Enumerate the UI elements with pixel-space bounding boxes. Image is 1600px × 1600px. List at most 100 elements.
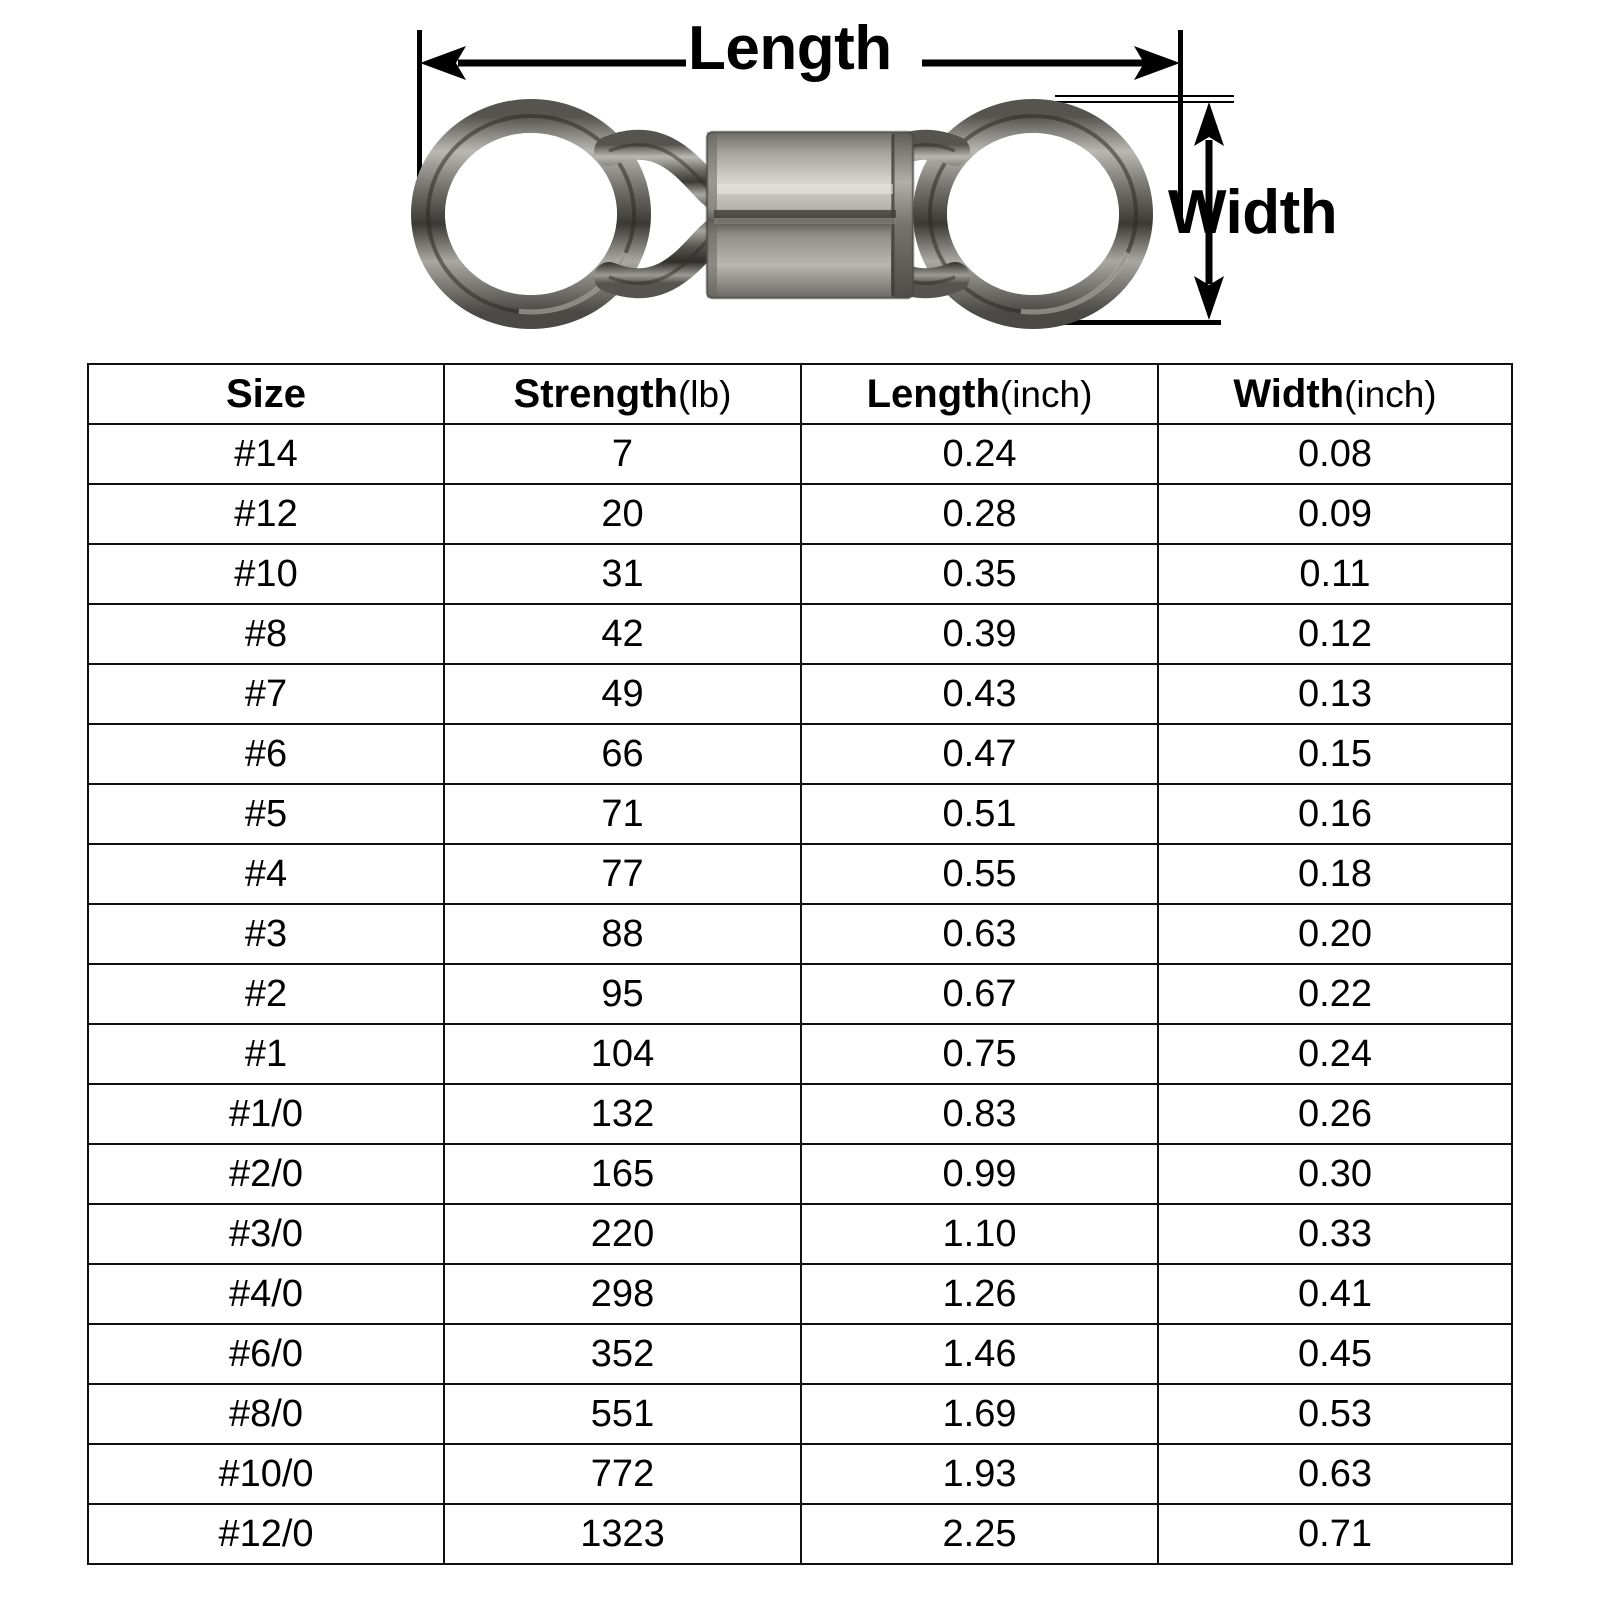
cell-strength: 71 — [443, 783, 802, 845]
length-label: Length — [688, 14, 892, 83]
cell-strength: 77 — [443, 843, 802, 905]
table-row: #4 77 0.55 0.18 — [87, 843, 1513, 905]
cell-size: #10 — [87, 543, 445, 605]
cell-size: #4/0 — [87, 1263, 445, 1325]
cell-strength: 95 — [443, 963, 802, 1025]
length-extension-line-left — [417, 30, 422, 216]
cell-size: #1/0 — [87, 1083, 445, 1145]
cell-length: 0.99 — [800, 1143, 1159, 1205]
width-label: Width — [1168, 178, 1338, 247]
cell-width: 0.15 — [1157, 723, 1513, 785]
cell-strength: 1323 — [443, 1503, 802, 1565]
cell-width: 0.13 — [1157, 663, 1513, 725]
cell-strength: 7 — [443, 423, 802, 485]
cell-length: 0.83 — [800, 1083, 1159, 1145]
length-dimension-arrow — [420, 46, 1180, 80]
cell-length: 0.43 — [800, 663, 1159, 725]
cell-width: 0.11 — [1157, 543, 1513, 605]
fishing-swivel-icon — [411, 99, 1153, 329]
cell-width: 0.20 — [1157, 903, 1513, 965]
cell-strength: 66 — [443, 723, 802, 785]
cell-strength: 165 — [443, 1143, 802, 1205]
cell-strength: 49 — [443, 663, 802, 725]
table-row: #7 49 0.43 0.13 — [87, 663, 1513, 725]
table-row: #10/0 772 1.93 0.63 — [87, 1443, 1513, 1505]
cell-width: 0.16 — [1157, 783, 1513, 845]
table-row: #6 66 0.47 0.15 — [87, 723, 1513, 785]
cell-strength: 42 — [443, 603, 802, 665]
cell-length: 0.39 — [800, 603, 1159, 665]
width-extension-line-top-b — [1055, 101, 1220, 103]
cell-strength: 104 — [443, 1023, 802, 1085]
cell-length: 0.55 — [800, 843, 1159, 905]
cell-width: 0.26 — [1157, 1083, 1513, 1145]
cell-size: #2 — [87, 963, 445, 1025]
table-row: #8 42 0.39 0.12 — [87, 603, 1513, 665]
table-row: #3 88 0.63 0.20 — [87, 903, 1513, 965]
cell-length: 0.24 — [800, 423, 1159, 485]
cell-size: #2/0 — [87, 1143, 445, 1205]
column-header-length-unit: (inch) — [999, 373, 1093, 415]
swivel-size-table: Size Strength(lb) Length(inch) Width(inc… — [87, 363, 1513, 1565]
cell-width: 0.45 — [1157, 1323, 1513, 1385]
cell-length: 0.75 — [800, 1023, 1159, 1085]
width-extension-line-top-c — [1198, 95, 1234, 97]
cell-length: 0.28 — [800, 483, 1159, 545]
length-extension-line-right — [1178, 30, 1183, 222]
table-row: #3/0 220 1.10 0.33 — [87, 1203, 1513, 1265]
cell-width: 0.41 — [1157, 1263, 1513, 1325]
column-header-width-name: Width — [1233, 371, 1345, 416]
table-row: #10 31 0.35 0.11 — [87, 543, 1513, 605]
cell-size: #1 — [87, 1023, 445, 1085]
cell-length: 1.10 — [800, 1203, 1159, 1265]
cell-strength: 772 — [443, 1443, 802, 1505]
cell-strength: 132 — [443, 1083, 802, 1145]
cell-strength: 88 — [443, 903, 802, 965]
cell-length: 0.67 — [800, 963, 1159, 1025]
table-row: #6/0 352 1.46 0.45 — [87, 1323, 1513, 1385]
column-header-size: Size — [87, 363, 445, 425]
cell-strength: 352 — [443, 1323, 802, 1385]
cell-size: #3/0 — [87, 1203, 445, 1265]
cell-size: #6 — [87, 723, 445, 785]
cell-size: #8 — [87, 603, 445, 665]
column-header-width-unit: (inch) — [1344, 373, 1437, 415]
width-extension-line-top-d — [1198, 101, 1234, 103]
cell-size: #3 — [87, 903, 445, 965]
cell-size: #6/0 — [87, 1323, 445, 1385]
cell-size: #7 — [87, 663, 445, 725]
table-row: #4/0 298 1.26 0.41 — [87, 1263, 1513, 1325]
cell-width: 0.71 — [1157, 1503, 1513, 1565]
cell-length: 0.51 — [800, 783, 1159, 845]
table-row: #14 7 0.24 0.08 — [87, 423, 1513, 485]
cell-size: #5 — [87, 783, 445, 845]
cell-width: 0.30 — [1157, 1143, 1513, 1205]
column-header-size-name: Size — [225, 371, 307, 416]
cell-width: 0.09 — [1157, 483, 1513, 545]
width-dimension-arrow — [1194, 102, 1224, 320]
table-body: #14 7 0.24 0.08 #12 20 0.28 0.09 #10 31 0.35 0.11 #8… — [87, 423, 1513, 1565]
table-row: #2 95 0.67 0.22 — [87, 963, 1513, 1025]
cell-size: #12/0 — [87, 1503, 445, 1565]
table-row: #1 104 0.75 0.24 — [87, 1023, 1513, 1085]
cell-width: 0.24 — [1157, 1023, 1513, 1085]
cell-length: 0.63 — [800, 903, 1159, 965]
table-row: #12 20 0.28 0.09 — [87, 483, 1513, 545]
table-row: #12/0 1323 2.25 0.71 — [87, 1503, 1513, 1565]
column-header-strength-unit: (lb) — [677, 373, 732, 415]
cell-size: #14 — [87, 423, 445, 485]
cell-width: 0.33 — [1157, 1203, 1513, 1265]
cell-width: 0.08 — [1157, 423, 1513, 485]
cell-size: #8/0 — [87, 1383, 445, 1445]
cell-length: 1.26 — [800, 1263, 1159, 1325]
cell-length: 2.25 — [800, 1503, 1159, 1565]
column-header-length: Length(inch) — [800, 363, 1159, 425]
column-header-width: Width(inch) — [1157, 363, 1513, 425]
width-extension-line-top-a — [1055, 95, 1220, 97]
table-header-row: Size Strength(lb) Length(inch) Width(inc… — [87, 363, 1513, 425]
table-row: #5 71 0.51 0.16 — [87, 783, 1513, 845]
cell-size: #4 — [87, 843, 445, 905]
cell-strength: 551 — [443, 1383, 802, 1445]
cell-size: #10/0 — [87, 1443, 445, 1505]
column-header-strength: Strength(lb) — [443, 363, 802, 425]
